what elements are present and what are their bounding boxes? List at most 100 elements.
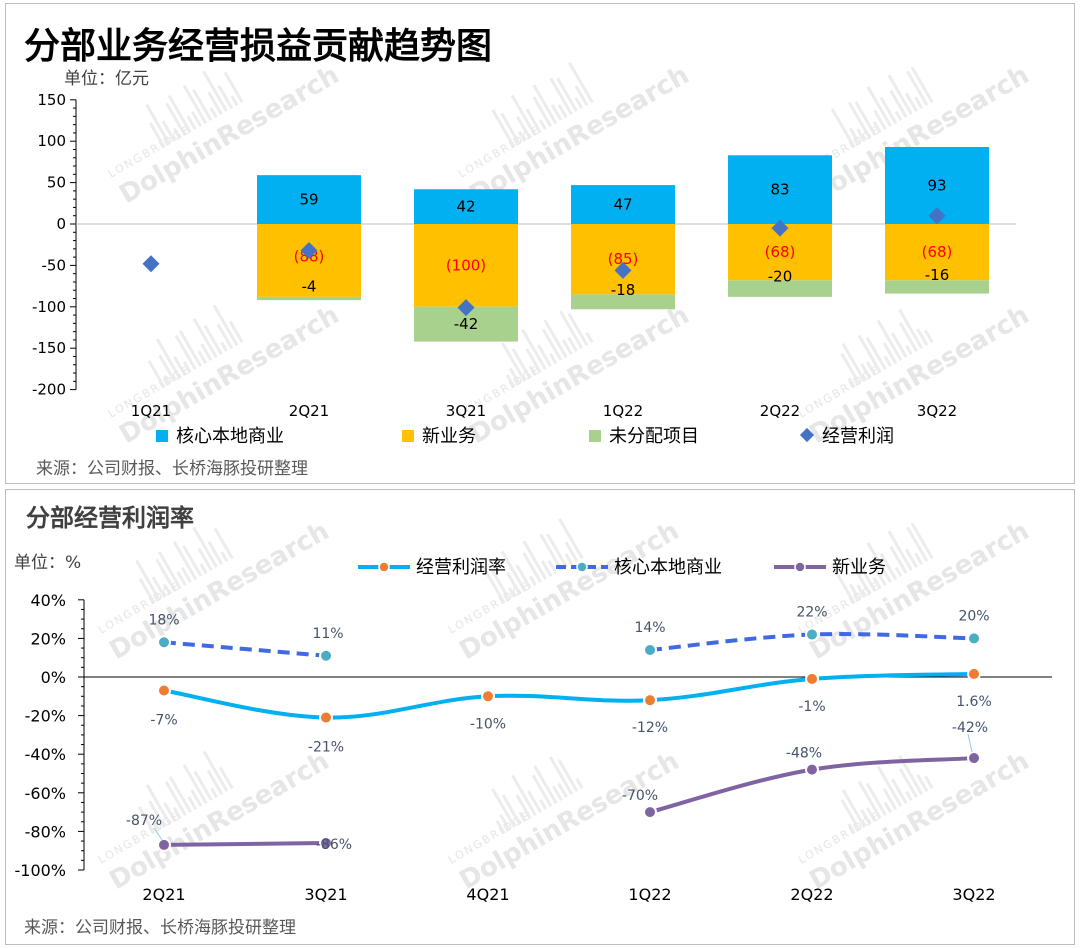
watermark-wave xyxy=(910,522,934,560)
watermark-wave xyxy=(532,96,552,128)
watermark-wave xyxy=(192,89,213,122)
watermark-wave xyxy=(525,108,542,134)
watermark-wave xyxy=(830,564,856,605)
point-operating-margin xyxy=(643,693,657,708)
source-note: 来源：公司财报、长桥海豚投研整理 xyxy=(36,459,308,479)
source-note: 来源：公司财报、长桥海豚投研整理 xyxy=(24,918,296,938)
watermark-wave xyxy=(905,344,913,356)
watermark-wave xyxy=(151,576,166,599)
watermark-wave xyxy=(873,109,887,131)
bar-new-business xyxy=(571,224,675,295)
watermark-wave xyxy=(210,787,218,799)
watermark-wave xyxy=(539,533,563,572)
watermark-wave xyxy=(532,84,558,125)
watermark-wave xyxy=(538,119,547,131)
watermark-wave xyxy=(830,108,856,149)
watermark-wave xyxy=(887,530,913,572)
watermark-wave xyxy=(879,552,898,581)
watermark-wave xyxy=(564,541,579,563)
watermark-wave xyxy=(522,540,548,581)
watermark-wave xyxy=(135,559,161,602)
legend-marker xyxy=(794,561,806,573)
data-label-operating-margin: -7% xyxy=(150,713,177,729)
y-tick-label: -80% xyxy=(25,822,66,841)
watermark-wave xyxy=(865,782,887,817)
watermark-wave xyxy=(865,807,877,823)
y-tick-label: 50 xyxy=(47,174,66,192)
watermark-wave xyxy=(182,84,208,125)
watermark-wave xyxy=(216,323,234,350)
label-unallocated: -4 xyxy=(302,278,317,296)
label-new-business: (68) xyxy=(765,243,796,261)
label-unallocated: -16 xyxy=(925,266,950,284)
point-new-business-margin xyxy=(643,805,657,820)
point-operating-margin xyxy=(157,683,171,698)
watermark-wave xyxy=(905,790,913,802)
label-unallocated: -18 xyxy=(611,281,636,299)
watermark-wave xyxy=(549,353,558,365)
watermark-wave xyxy=(517,131,526,143)
y-axis: 150 100 50 0 -50 -100 -150 -200 xyxy=(32,91,1016,399)
watermark-wave xyxy=(515,794,532,820)
watermark-wave xyxy=(550,103,563,122)
marker-operating-profit xyxy=(300,242,318,259)
x-tick-label: 4Q21 xyxy=(466,885,509,904)
point-operating-margin xyxy=(967,666,981,681)
y-tick-label: -60% xyxy=(25,784,66,803)
label-core-business: 42 xyxy=(456,198,475,216)
y-tick-label: -20% xyxy=(25,707,66,726)
watermark-wave xyxy=(847,101,872,140)
watermark-wave xyxy=(558,518,584,560)
watermark-wave xyxy=(914,96,924,110)
watermark-wave xyxy=(906,526,929,563)
watermark-wave xyxy=(501,794,522,826)
bar-unallocated xyxy=(728,280,832,297)
watermark-wave xyxy=(898,754,924,796)
watermark-wave xyxy=(500,550,527,593)
watermark-wave xyxy=(203,324,223,356)
watermark-wave xyxy=(551,785,563,802)
bar-unallocated xyxy=(885,280,989,294)
watermark-wave xyxy=(190,789,203,808)
watermark-wave xyxy=(501,342,526,383)
bar-core-business xyxy=(571,185,675,224)
watermark-wave xyxy=(491,788,516,829)
watermark-wave xyxy=(178,330,202,368)
watermark-wave xyxy=(898,308,924,350)
label-core-business: 93 xyxy=(927,176,946,194)
data-label-core-business-margin: 18% xyxy=(148,612,179,628)
watermark-wave xyxy=(841,342,866,383)
watermark-wave xyxy=(202,70,228,113)
watermark-wave xyxy=(180,566,192,584)
bar-unallocated xyxy=(571,294,675,310)
label-unallocated: -20 xyxy=(768,268,793,286)
legend-label: 核心本地商业 xyxy=(176,426,284,447)
marker-operating-profit xyxy=(928,207,946,225)
watermark-wave xyxy=(510,94,537,137)
x-tick-label: 2Q21 xyxy=(142,885,185,904)
watermark-wave xyxy=(866,86,892,128)
y-tick-label: -40% xyxy=(25,745,66,764)
watermark-wave xyxy=(537,344,552,368)
watermark-wave xyxy=(904,92,918,113)
watermark-wave xyxy=(567,336,578,353)
watermark-wave xyxy=(148,800,166,829)
watermark-wave xyxy=(887,74,913,116)
x-tick-label: 3Q21 xyxy=(446,402,486,420)
bar-new-business xyxy=(885,224,989,281)
legend: 经营利润率 核心本地商业 新业务 xyxy=(358,557,886,578)
watermark-wave xyxy=(220,551,229,563)
watermark-wave xyxy=(228,320,244,344)
watermark-wave xyxy=(914,552,924,566)
watermark-wave xyxy=(860,809,872,826)
chart-title: 分部业务经营损益贡献趋势图 xyxy=(24,26,492,67)
watermark-wave xyxy=(163,374,171,386)
watermark-wave xyxy=(217,84,234,110)
watermark-wave xyxy=(876,765,903,808)
line-core-business-margin xyxy=(163,640,327,658)
watermark-wave xyxy=(511,774,537,817)
watermark-wave xyxy=(172,806,182,820)
watermark-wave xyxy=(164,781,187,817)
